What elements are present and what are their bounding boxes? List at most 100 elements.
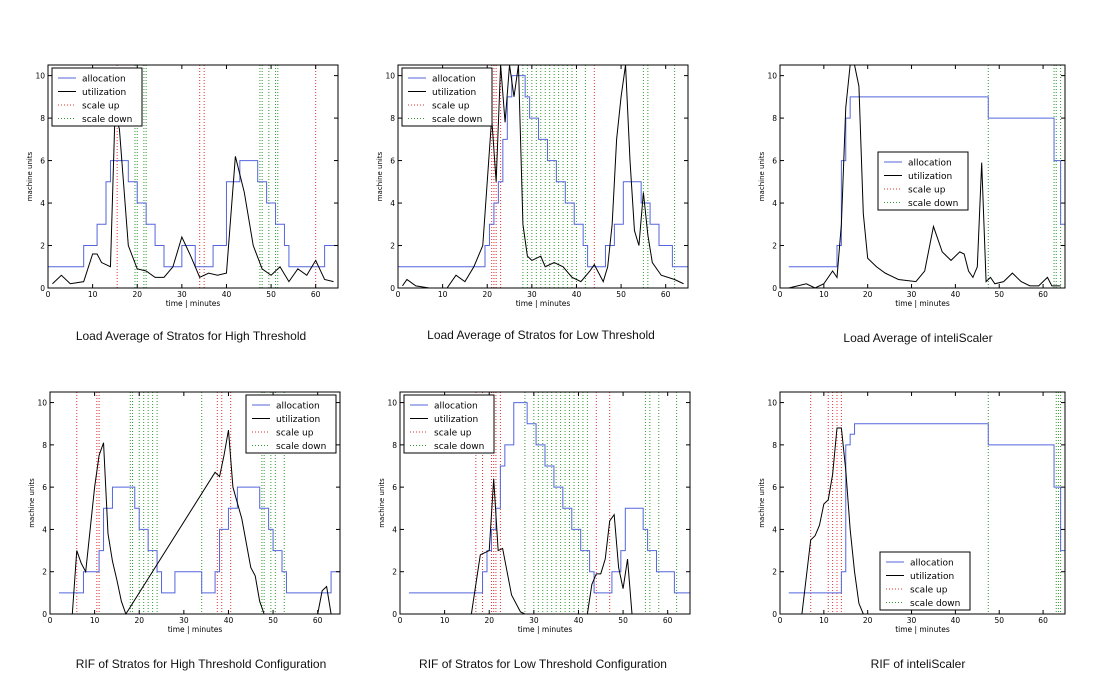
panel-2-plot-frame xyxy=(397,64,689,289)
panel-1-utilization-series xyxy=(52,115,334,285)
panel-3-xtick-label-40: 40 xyxy=(951,290,961,299)
panel-1-ytick-label-10: 10 xyxy=(35,72,45,81)
panel-6-legend-label-scale-down: scale down xyxy=(910,599,960,609)
panel-2-ytick-label-8: 8 xyxy=(390,114,395,123)
panel-4-ytick-label-8: 8 xyxy=(42,441,47,450)
panel-4-ytick-label-2: 2 xyxy=(42,568,47,577)
panel-3-ylabel: machine units xyxy=(758,151,766,201)
panel-2-xtick-label-40: 40 xyxy=(572,290,582,299)
panel-1-xtick-label-50: 50 xyxy=(266,290,276,299)
caption-panel-5: RIF of Stratos for Low Threshold Configu… xyxy=(419,657,667,671)
panel-2-ytick-label-0: 0 xyxy=(390,284,395,293)
panel-1-xtick-label-30: 30 xyxy=(177,290,187,299)
panel-4-allocation-series xyxy=(58,486,340,594)
caption-panel-1: Load Average of Stratos for High Thresho… xyxy=(75,329,307,343)
panel-4-xtick-label-30: 30 xyxy=(179,616,189,625)
panel-6-allocation-series xyxy=(788,423,1065,594)
panel-3-xtick-label-50: 50 xyxy=(994,290,1004,299)
panel-6-ytick-label-0: 0 xyxy=(772,610,777,619)
panel-5-xtick-label-50: 50 xyxy=(618,616,628,625)
panel-1-plot-frame xyxy=(47,64,339,289)
panel-5-plot-frame xyxy=(399,391,691,615)
panel-4: 0 10 20 30 40 50 60 0 2 4 6 8 10 time | minutes machin… xyxy=(28,391,341,634)
panel-3-xlabel: time | minutes xyxy=(895,299,950,308)
panel-6-plot-frame xyxy=(779,391,1066,615)
panel-2-xtick-label-30: 30 xyxy=(527,290,537,299)
panel-6-ytick-label-2: 2 xyxy=(772,568,777,577)
panel-2-legend-label-scale-up: scale up xyxy=(432,102,470,112)
panel-2-ytick-label-6: 6 xyxy=(390,157,395,166)
panel-6-xlabel: time | minutes xyxy=(895,625,950,634)
panel-2-legend-label-allocation: allocation xyxy=(432,75,476,85)
panel-5-xlabel: time | minutes xyxy=(518,625,573,634)
panel-2-ytick-label-4: 4 xyxy=(390,199,395,208)
panel-1-allocation-series xyxy=(48,160,338,268)
panel-6-ylabel: machine units xyxy=(758,478,766,528)
panel-3-allocation-series xyxy=(788,96,1065,268)
panel-2-legend-label-utilization: utilization xyxy=(432,88,476,98)
panel-4-ytick-label-0: 0 xyxy=(42,610,47,619)
panel-1-legend-label-scale-down: scale down xyxy=(82,115,132,125)
panel-1-xtick-label-10: 10 xyxy=(88,290,98,299)
panel-4-legend-label-utilization: utilization xyxy=(276,415,320,425)
panel-6-xtick-label-20: 20 xyxy=(863,616,873,625)
panel-2-xlabel: time | minutes xyxy=(516,299,571,308)
panel-6-xtick-label-40: 40 xyxy=(951,616,961,625)
panel-2-xtick-label-20: 20 xyxy=(482,290,492,299)
panel-1-xlabel: time | minutes xyxy=(166,299,221,308)
panel-2-legend: allocation utilization scale up scale down xyxy=(401,67,493,127)
panel-4-legend-label-scale-up: scale up xyxy=(276,429,314,439)
panel-1-ytick-label-6: 6 xyxy=(40,157,45,166)
panel-5-legend-label-utilization: utilization xyxy=(434,415,478,425)
panel-4-legend-label-scale-down: scale down xyxy=(276,442,326,452)
panel-6-ytick-label-6: 6 xyxy=(772,483,777,492)
panel-4-xtick-label-0: 0 xyxy=(48,616,53,625)
panel-4-legend: allocation utilization scale up scale down xyxy=(245,394,337,454)
panel-3-xtick-label-0: 0 xyxy=(778,290,783,299)
panel-3-xtick-label-10: 10 xyxy=(819,290,829,299)
panel-6-xtick-label-10: 10 xyxy=(819,616,829,625)
panel-6-legend-label-utilization: utilization xyxy=(910,572,954,582)
panel-1-legend: allocation utilization scale up scale down xyxy=(51,67,143,127)
panel-2-xtick-label-10: 10 xyxy=(438,290,448,299)
panel-3-legend: allocation utilization scale up scale down xyxy=(877,151,969,211)
panel-4-xtick-label-20: 20 xyxy=(134,616,144,625)
panel-1-xtick-label-40: 40 xyxy=(222,290,232,299)
panel-4-xtick-label-60: 60 xyxy=(313,616,323,625)
panel-3-ytick-label-0: 0 xyxy=(772,284,777,293)
caption-panel-3: Load Average of inteliScaler xyxy=(843,331,993,345)
panel-1-ytick-label-2: 2 xyxy=(40,242,45,251)
panel-1-legend-label-allocation: allocation xyxy=(82,75,126,85)
panel-3-ytick-label-8: 8 xyxy=(772,114,777,123)
panel-6: 0 10 20 30 40 50 60 0 2 4 6 8 10 time | minutes machin… xyxy=(758,391,1066,634)
panel-5: 0 10 20 30 40 50 60 0 2 4 6 8 10 time | minutes machin… xyxy=(378,391,691,634)
panel-5-legend-label-allocation: allocation xyxy=(434,402,478,412)
panel-4-xlabel: time | minutes xyxy=(168,625,223,634)
panel-6-xtick-label-60: 60 xyxy=(1038,616,1048,625)
panel-5-xtick-label-10: 10 xyxy=(440,616,450,625)
panel-2-ylabel: machine units xyxy=(376,151,384,201)
panel-5-ytick-label-2: 2 xyxy=(392,568,397,577)
panel-1-ylabel: machine units xyxy=(26,151,34,201)
panel-2-ytick-label-2: 2 xyxy=(390,242,395,251)
panel-4-legend-label-allocation: allocation xyxy=(276,402,320,412)
panel-1-ytick-label-4: 4 xyxy=(40,199,45,208)
panel-4-ytick-label-4: 4 xyxy=(42,525,47,534)
panel-2-xtick-label-0: 0 xyxy=(396,290,401,299)
panel-2: 0 10 20 30 40 50 60 0 2 4 6 8 10 time | minutes machin… xyxy=(376,64,689,308)
panel-5-allocation-series xyxy=(408,402,690,594)
panel-6-xtick-label-30: 30 xyxy=(907,616,917,625)
panel-3-legend-label-scale-down: scale down xyxy=(908,199,958,209)
panel-3-xtick-label-60: 60 xyxy=(1038,290,1048,299)
panel-5-legend-label-scale-down: scale down xyxy=(434,442,484,452)
panel-5-ylabel: machine units xyxy=(378,478,386,528)
panel-2-allocation-series xyxy=(398,75,688,268)
panel-6-ytick-label-10: 10 xyxy=(767,399,777,408)
panel-5-xtick-label-30: 30 xyxy=(529,616,539,625)
panel-4-xtick-label-10: 10 xyxy=(90,616,100,625)
panel-5-legend: allocation utilization scale up scale down xyxy=(403,394,495,454)
panel-6-xtick-label-0: 0 xyxy=(778,616,783,625)
panel-3-ytick-label-10: 10 xyxy=(767,72,777,81)
panel-5-ytick-label-8: 8 xyxy=(392,441,397,450)
panel-1-xtick-label-60: 60 xyxy=(311,290,321,299)
